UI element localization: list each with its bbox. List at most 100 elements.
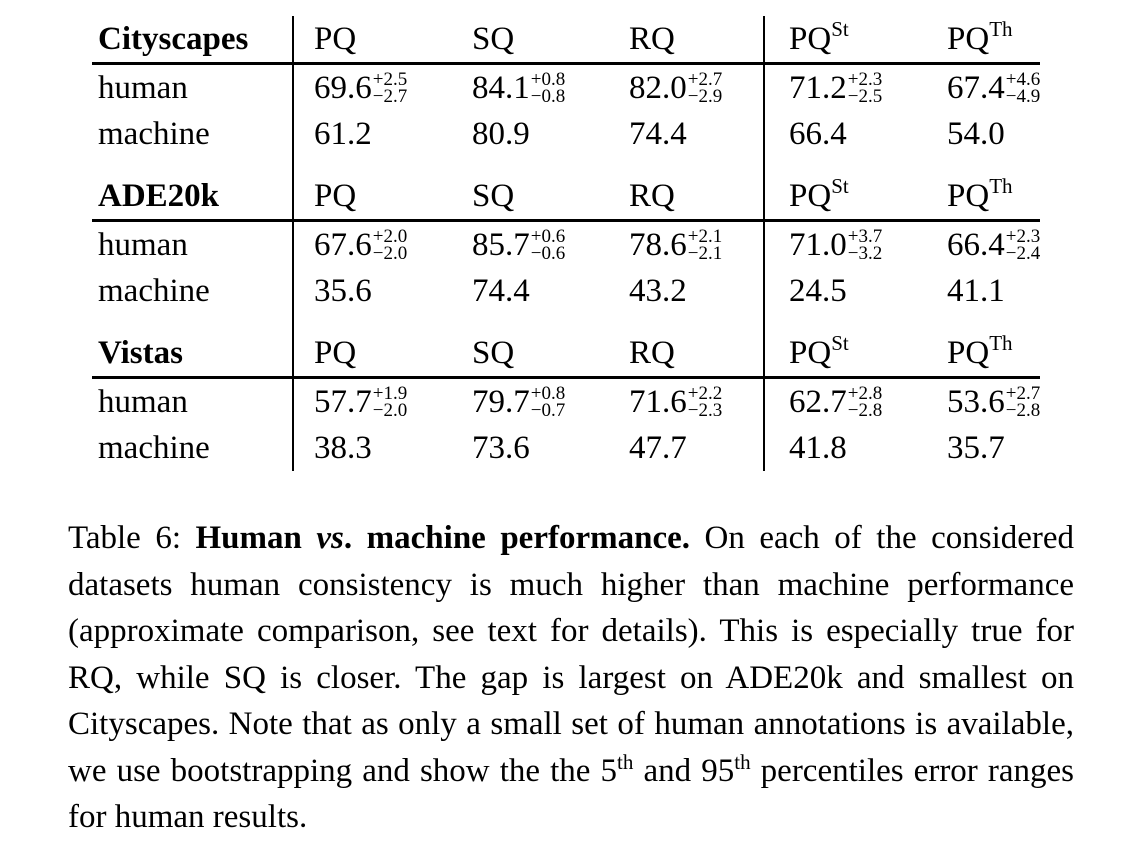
- value: 35.7: [947, 430, 1005, 467]
- value: 79.7: [472, 384, 530, 421]
- metric-header: PQ: [292, 330, 472, 379]
- error-range: +2.0 −2.0: [372, 225, 408, 263]
- error-minus: −2.4: [1005, 242, 1041, 264]
- row-label: machine: [98, 115, 210, 152]
- value: 71.0: [789, 227, 847, 264]
- value: 43.2: [629, 273, 687, 310]
- gap-cell: [292, 314, 472, 330]
- metric-header: RQ: [629, 330, 764, 379]
- value-cell: 35.6: [292, 268, 472, 314]
- error-range: +2.3 −2.5: [847, 68, 883, 106]
- machine-row: machine 38.3 73.6 47.7 41.8 35.7: [92, 425, 1040, 471]
- metric-name: SQ: [472, 334, 515, 371]
- metric-header: PQ: [292, 173, 472, 222]
- error-plus: +2.2: [687, 382, 723, 404]
- human-row: human 69.6 +2.5 −2.7 84.1 +0.8 −0.8 82.0 +2.7 −2.…: [92, 63, 1041, 111]
- metric-name: RQ: [629, 177, 675, 214]
- error-plus: +2.3: [847, 68, 883, 90]
- error-plus: +2.5: [372, 68, 408, 90]
- machine-row: machine 35.6 74.4 43.2 24.5 41.1: [92, 268, 1040, 314]
- value: 69.6: [314, 70, 372, 107]
- value: 74.4: [472, 273, 530, 310]
- metric-header: PQTh: [947, 330, 1041, 379]
- error-range: +2.2 −2.3: [687, 382, 723, 421]
- value: 78.6: [629, 227, 687, 264]
- value: 80.9: [472, 116, 530, 153]
- dataset-name: Cityscapes: [92, 16, 293, 65]
- metric-name: PQ: [789, 334, 832, 371]
- metric-superscript: Th: [989, 173, 1013, 198]
- metric-name: RQ: [629, 334, 675, 371]
- gap-cell: [92, 157, 293, 173]
- error-minus: −0.6: [530, 242, 566, 264]
- metric-name: PQ: [314, 177, 357, 214]
- value-cell: 80.9: [472, 111, 629, 157]
- error-plus: +2.7: [687, 68, 723, 90]
- value: 74.4: [629, 116, 687, 153]
- dataset-name: Vistas: [92, 330, 293, 379]
- gap-cell: [292, 157, 472, 173]
- error-plus: +2.1: [687, 225, 723, 247]
- metric-header: SQ: [472, 173, 629, 222]
- dataset-name: ADE20k: [92, 173, 293, 222]
- row-label: machine: [98, 429, 210, 466]
- error-minus: −2.3: [687, 399, 723, 421]
- value-cell: 62.7 +2.8 −2.8: [763, 377, 947, 425]
- metric-header: PQTh: [947, 173, 1041, 222]
- value-cell: 71.6 +2.2 −2.3: [629, 378, 764, 426]
- error-plus: +1.9: [372, 382, 408, 404]
- machine-row: machine 61.2 80.9 74.4 66.4 54.0: [92, 111, 1040, 157]
- metric-name: SQ: [472, 20, 515, 57]
- metric-name: PQ: [947, 334, 990, 371]
- error-plus: +0.6: [530, 225, 566, 247]
- value: 71.2: [789, 70, 847, 107]
- value-cell: 54.0: [947, 111, 1040, 157]
- value-cell: 41.1: [947, 268, 1040, 314]
- value-cell: 73.6: [472, 425, 629, 471]
- value: 67.6: [314, 227, 372, 264]
- value-cell: 57.7 +1.9 −2.0: [292, 377, 472, 425]
- caption-body: On each of the considered datasets human…: [68, 520, 1075, 789]
- error-plus: +2.0: [372, 225, 408, 247]
- metric-name: PQ: [947, 20, 990, 57]
- metric-header: PQSt: [763, 173, 947, 222]
- error-minus: −2.7: [372, 85, 408, 107]
- error-minus: −2.9: [687, 85, 723, 107]
- value: 38.3: [314, 430, 372, 467]
- metric-superscript: St: [831, 173, 849, 198]
- section-gap: [92, 314, 1040, 330]
- metric-name: PQ: [314, 20, 357, 57]
- value: 47.7: [629, 430, 687, 467]
- caption-title-a: Human: [195, 520, 302, 556]
- error-minus: −2.8: [847, 399, 883, 421]
- row-label: machine: [98, 272, 210, 309]
- value: 71.6: [629, 384, 687, 421]
- value: 41.8: [789, 430, 847, 467]
- metric-superscript: Th: [989, 16, 1013, 41]
- human-row: human 67.6 +2.0 −2.0 85.7 +0.6 −0.6 78.6 +2.1 −2.…: [92, 220, 1041, 268]
- value: 62.7: [789, 384, 847, 421]
- value-cell: 38.3: [292, 425, 472, 471]
- row-label: human: [98, 383, 188, 420]
- error-minus: −2.1: [687, 242, 723, 264]
- caption-sup-5th: th: [617, 749, 634, 774]
- error-range: +0.8 −0.7: [531, 384, 565, 420]
- error-range: +1.9 −2.0: [372, 382, 408, 420]
- error-range: +2.3 −2.4: [1005, 227, 1041, 264]
- value: 66.4: [789, 116, 847, 153]
- value: 73.6: [472, 430, 530, 467]
- row-label: human: [98, 226, 188, 263]
- value: 61.2: [314, 116, 372, 153]
- error-plus: +3.7: [847, 225, 883, 247]
- value: 84.1: [472, 70, 530, 107]
- error-range: +2.7 −2.9: [687, 68, 723, 107]
- value: 54.0: [947, 116, 1005, 153]
- error-minus: −3.2: [847, 242, 883, 264]
- error-minus: −4.9: [1005, 85, 1041, 107]
- metric-header: RQ: [629, 173, 764, 222]
- value-cell: 74.4: [472, 268, 629, 314]
- value-cell: 47.7: [629, 425, 764, 471]
- value: 24.5: [789, 273, 847, 310]
- metric-superscript: Th: [989, 330, 1013, 355]
- gap-cell: [472, 314, 629, 330]
